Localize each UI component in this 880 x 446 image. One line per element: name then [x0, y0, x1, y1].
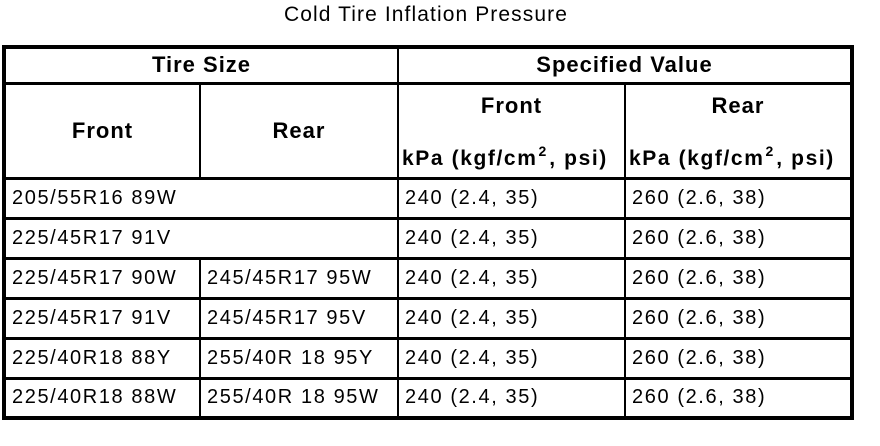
cell-front-pressure: 240 (2.4, 35) — [397, 336, 626, 380]
unit-prefix: kPa (kgf/cm — [402, 146, 538, 170]
header-value-rear-label: Rear — [711, 92, 765, 118]
cell-rear-pressure: 260 (2.6, 38) — [624, 376, 853, 420]
unit-prefix: kPa (kgf/cm — [629, 146, 765, 170]
cell-tire-front: 225/40R18 88Y — [3, 336, 201, 380]
page-title: Cold Tire Inflation Pressure — [283, 3, 569, 26]
cell-rear-pressure: 260 (2.6, 38) — [624, 336, 853, 380]
header-value-front-label: Front — [480, 92, 543, 118]
table-row: 225/40R18 88W 255/40R 18 95W 240 (2.4, 3… — [3, 376, 853, 420]
cell-tire-rear: 245/45R17 95V — [199, 296, 399, 340]
table-row: 225/45R17 90W 245/45R17 95W 240 (2.4, 35… — [3, 256, 853, 300]
header-tire-size: Tire Size — [3, 45, 399, 85]
cell-front-pressure: 240 (2.4, 35) — [397, 216, 626, 260]
table-row: 225/45R17 91V 245/45R17 95V 240 (2.4, 35… — [3, 296, 853, 340]
cell-tire-rear: 255/40R 18 95Y — [199, 336, 399, 380]
cell-tire-front: 225/45R17 91V — [3, 296, 201, 340]
table-row: 225/45R17 91V 240 (2.4, 35) 260 (2.6, 38… — [3, 216, 853, 260]
cell-rear-pressure: 260 (2.6, 38) — [624, 256, 853, 300]
cell-tire-rear: 245/45R17 95W — [199, 256, 399, 300]
header-value-front-unit: kPa (kgf/cm2, psi) — [400, 142, 623, 174]
cell-tire-front: 225/40R18 88W — [3, 376, 201, 420]
unit-suffix: , psi) — [776, 146, 835, 170]
cell-tire-rear: 255/40R 18 95W — [199, 376, 399, 420]
cell-rear-pressure: 260 (2.6, 38) — [624, 216, 853, 260]
cell-rear-pressure: 260 (2.6, 38) — [624, 296, 853, 340]
cell-front-pressure: 240 (2.4, 35) — [397, 176, 626, 220]
cell-tire-size: 205/55R16 89W — [3, 176, 399, 220]
header-value-rear: Rear kPa (kgf/cm2, psi) — [624, 81, 853, 180]
unit-suffix: , psi) — [549, 146, 608, 170]
cell-front-pressure: 240 (2.4, 35) — [397, 296, 626, 340]
header-value-rear-inner: Rear kPa (kgf/cm2, psi) — [627, 86, 850, 174]
table-row: 205/55R16 89W 240 (2.4, 35) 260 (2.6, 38… — [3, 176, 853, 220]
header-value-front-inner: Front kPa (kgf/cm2, psi) — [400, 86, 623, 174]
cell-rear-pressure: 260 (2.6, 38) — [624, 176, 853, 220]
unit-superscript: 2 — [765, 142, 774, 159]
unit-superscript: 2 — [538, 142, 547, 159]
header-row-sub: Front Rear Front kPa (kgf/cm2, psi) Rear… — [3, 81, 853, 180]
cell-front-pressure: 240 (2.4, 35) — [397, 376, 626, 420]
cell-front-pressure: 240 (2.4, 35) — [397, 256, 626, 300]
table-row: 225/40R18 88Y 255/40R 18 95Y 240 (2.4, 3… — [3, 336, 853, 380]
tire-pressure-table: Tire Size Specified Value Front Rear Fro… — [2, 45, 854, 420]
header-value-rear-unit: kPa (kgf/cm2, psi) — [627, 142, 850, 174]
header-tire-rear: Rear — [199, 81, 399, 180]
cell-tire-front: 225/45R17 90W — [3, 256, 201, 300]
header-value-front: Front kPa (kgf/cm2, psi) — [397, 81, 626, 180]
cell-tire-size: 225/45R17 91V — [3, 216, 399, 260]
header-row-groups: Tire Size Specified Value — [3, 45, 853, 85]
header-tire-front: Front — [3, 81, 201, 180]
header-specified-value: Specified Value — [397, 45, 853, 85]
